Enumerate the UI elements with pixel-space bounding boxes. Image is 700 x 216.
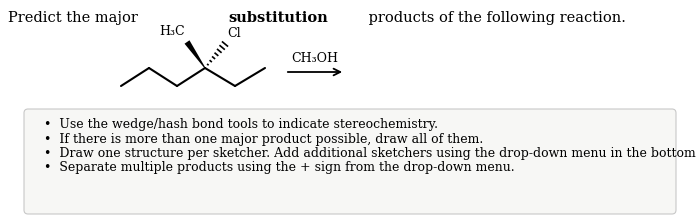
Text: •  If there is more than one major product possible, draw all of them.: • If there is more than one major produc… — [44, 132, 483, 146]
Text: Predict the major: Predict the major — [8, 11, 143, 25]
Text: •  Use the wedge/hash bond tools to indicate stereochemistry.: • Use the wedge/hash bond tools to indic… — [44, 118, 438, 131]
FancyBboxPatch shape — [24, 109, 676, 214]
Text: products of the following reaction.: products of the following reaction. — [364, 11, 626, 25]
Text: •  Draw one structure per sketcher. Add additional sketchers using the drop-down: • Draw one structure per sketcher. Add a… — [44, 147, 700, 160]
Text: substitution: substitution — [228, 11, 328, 25]
Text: Cl: Cl — [227, 27, 241, 40]
Polygon shape — [185, 40, 205, 68]
Text: H₃C: H₃C — [160, 25, 185, 38]
Text: •  Separate multiple products using the + sign from the drop-down menu.: • Separate multiple products using the +… — [44, 162, 514, 175]
Text: CH₃OH: CH₃OH — [291, 52, 339, 65]
